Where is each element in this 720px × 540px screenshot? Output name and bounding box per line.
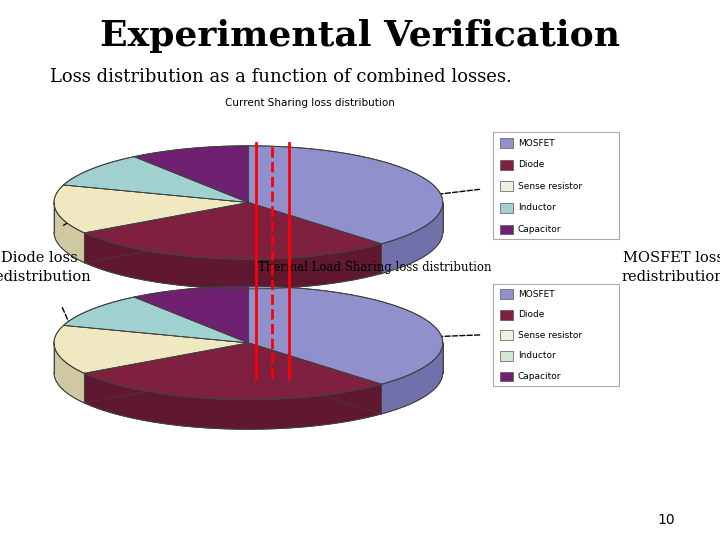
Bar	[493, 284, 619, 386]
Text: Capacitor: Capacitor	[518, 372, 561, 381]
Text: Experimental Verification: Experimental Verification	[100, 19, 620, 53]
Bar	[500, 160, 513, 170]
Text: Inductor: Inductor	[518, 204, 555, 212]
Text: Diode loss
redistribution: Diode loss redistribution	[0, 251, 91, 284]
Polygon shape	[382, 203, 443, 274]
Polygon shape	[54, 185, 248, 233]
Polygon shape	[84, 202, 382, 259]
Polygon shape	[84, 373, 382, 429]
Text: Thermal Load Sharing loss distribution: Thermal Load Sharing loss distribution	[258, 261, 491, 274]
Polygon shape	[63, 297, 248, 343]
Bar	[500, 372, 513, 381]
Text: Diode: Diode	[518, 310, 544, 319]
Text: Diode: Diode	[518, 160, 544, 169]
Polygon shape	[134, 286, 248, 343]
Polygon shape	[134, 146, 248, 202]
Text: MOSFET: MOSFET	[518, 139, 554, 147]
Text: Sense resistor: Sense resistor	[518, 182, 582, 191]
Bar	[500, 330, 513, 340]
Bar	[500, 310, 513, 320]
Bar	[493, 132, 619, 239]
Text: Inductor: Inductor	[518, 352, 555, 360]
Text: Sense resistor: Sense resistor	[518, 331, 582, 340]
Polygon shape	[63, 157, 248, 202]
Text: MOSFET: MOSFET	[518, 290, 554, 299]
Polygon shape	[54, 343, 84, 403]
Text: 10: 10	[657, 512, 675, 526]
Bar	[500, 351, 513, 361]
Bar	[500, 203, 513, 213]
Bar	[500, 138, 513, 148]
Text: MOSFET loss
redistribution: MOSFET loss redistribution	[622, 251, 720, 284]
Polygon shape	[54, 202, 84, 262]
Polygon shape	[248, 286, 443, 384]
Polygon shape	[84, 233, 382, 289]
Polygon shape	[382, 343, 443, 414]
Text: Loss distribution as a function of combined losses.: Loss distribution as a function of combi…	[50, 68, 512, 85]
Polygon shape	[84, 343, 382, 400]
Bar	[500, 289, 513, 299]
Bar	[500, 225, 513, 234]
Text: Current Sharing loss distribution: Current Sharing loss distribution	[225, 98, 395, 108]
Polygon shape	[54, 326, 248, 373]
Bar	[500, 181, 513, 191]
Polygon shape	[248, 146, 443, 244]
Text: Capacitor: Capacitor	[518, 225, 561, 234]
